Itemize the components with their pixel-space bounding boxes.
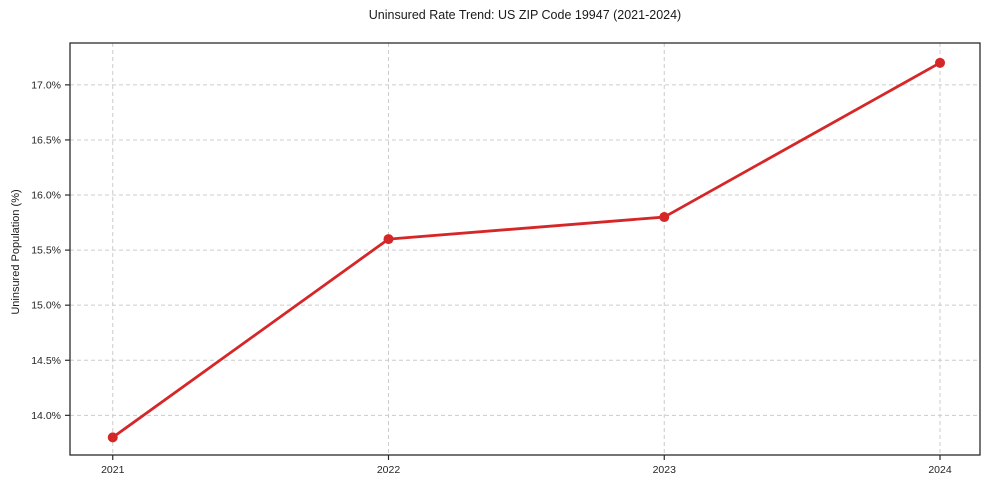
x-tick-label: 2023 bbox=[653, 464, 677, 476]
trend-line bbox=[111, 61, 942, 439]
data-point bbox=[659, 212, 670, 223]
data-point bbox=[383, 234, 394, 245]
axes-spine-box bbox=[69, 42, 981, 456]
y-tick-label: 17.0% bbox=[31, 79, 61, 91]
x-tick-label: 2022 bbox=[377, 464, 401, 476]
data-point bbox=[107, 432, 118, 443]
y-tick-label: 14.5% bbox=[31, 355, 61, 367]
x-tick-label: 2021 bbox=[101, 464, 125, 476]
y-tick-label: 14.0% bbox=[31, 410, 61, 422]
y-tick-label: 16.0% bbox=[31, 190, 61, 202]
y-tick-label: 16.5% bbox=[31, 134, 61, 146]
y-tick-label: 15.0% bbox=[31, 300, 61, 312]
chart-title: Uninsured Rate Trend: US ZIP Code 19947 … bbox=[368, 8, 682, 22]
data-point bbox=[935, 57, 946, 68]
y-tick-label: 15.5% bbox=[31, 245, 61, 257]
x-tick-label: 2024 bbox=[928, 464, 952, 476]
